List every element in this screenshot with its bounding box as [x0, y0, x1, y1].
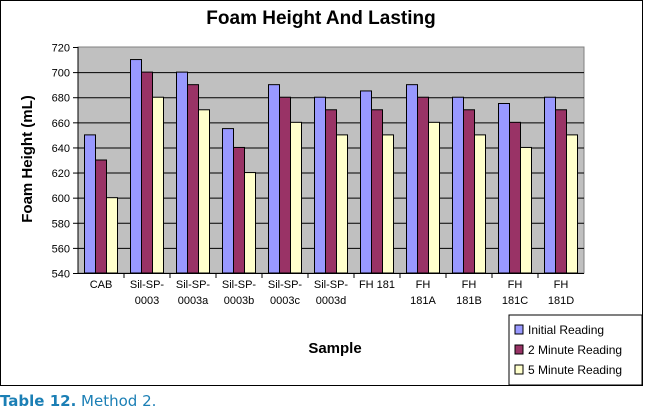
bar [371, 109, 383, 274]
x-tick-label: 181B [456, 295, 482, 307]
bar-chart: Foam Height And Lasting Foam Height (mL)… [19, 8, 642, 385]
bar [555, 109, 567, 274]
plot-area: 540 560 580 600 620 640 660 680 700 720 CAB Sil-SP-… [52, 43, 585, 307]
bar [222, 128, 234, 274]
bar [95, 159, 107, 274]
legend-label: 5 Minute Reading [528, 363, 622, 377]
chart-frame: Foam Height And Lasting Foam Height (mL)… [0, 0, 643, 386]
legend-label: Initial Reading [528, 323, 604, 337]
bar [417, 96, 429, 274]
y-tick-label: 640 [52, 143, 70, 155]
bar [290, 121, 302, 274]
x-tick-label: 181D [548, 295, 574, 307]
x-tick-label: 0003 [135, 295, 159, 307]
chart-title: Foam Height And Lasting [206, 8, 435, 29]
legend-swatch [514, 364, 524, 375]
y-axis-label: Foam Height (mL) [19, 95, 36, 223]
bar [152, 96, 164, 274]
x-tick-label: Sil-SP- [176, 279, 211, 291]
x-tick-label: 0003d [316, 295, 347, 307]
bar [198, 109, 210, 274]
y-tick-label: 680 [52, 93, 70, 105]
legend-swatch [514, 344, 524, 355]
x-axis-label: Sample [308, 340, 361, 357]
bar [452, 96, 464, 274]
y-tick-label: 580 [52, 218, 70, 230]
caption-text: Method 2. [76, 392, 157, 410]
x-tick-label: 181A [410, 295, 436, 307]
x-tick-label: FH [508, 279, 523, 291]
bar [406, 84, 418, 274]
legend-box [508, 314, 642, 385]
x-tick-label: 181C [502, 295, 528, 307]
bar [360, 90, 372, 274]
y-tick-label: 560 [52, 243, 70, 255]
bar [233, 146, 245, 274]
x-tick-label: FH [462, 279, 477, 291]
x-tick-label: FH [554, 279, 569, 291]
bar [106, 197, 118, 274]
bar [130, 59, 142, 274]
bar [566, 134, 578, 274]
x-tick-label: FH 181 [359, 279, 395, 291]
bar [498, 103, 510, 274]
bar [544, 96, 556, 274]
legend: Initial Reading 2 Minute Reading 5 Minute … [508, 314, 642, 385]
bar [382, 134, 394, 274]
legend-swatch [514, 324, 524, 335]
y-tick-label: 700 [52, 68, 70, 80]
x-tick-label: Sil-SP- [222, 279, 257, 291]
x-tick-label: FH [416, 279, 431, 291]
bar [279, 96, 291, 274]
bar [84, 134, 96, 274]
bar [463, 109, 475, 274]
y-tick-label: 600 [52, 193, 70, 205]
legend-label: 2 Minute Reading [528, 343, 622, 357]
table-caption: Table 12. Method 2. [0, 392, 156, 410]
x-tick-label: Sil-SP- [314, 279, 349, 291]
x-tick-label: 0003b [224, 295, 255, 307]
bar [520, 146, 532, 274]
x-tick-label: Sil-SP- [130, 279, 165, 291]
x-tick-label: 0003a [178, 295, 209, 307]
x-tick-label: 0003c [270, 295, 300, 307]
bar [474, 134, 486, 274]
bar [325, 109, 337, 274]
bar [141, 71, 153, 274]
bar [187, 84, 199, 274]
bar [509, 121, 521, 274]
bar [176, 71, 188, 274]
y-tick-label: 720 [52, 43, 70, 55]
y-tick-label: 540 [52, 269, 70, 281]
x-tick-label: Sil-SP- [268, 279, 303, 291]
bar [428, 121, 440, 274]
bar [268, 84, 280, 274]
bar [244, 172, 256, 274]
x-tick-label: CAB [90, 279, 113, 291]
y-tick-label: 660 [52, 118, 70, 130]
caption-label: Table 12. [0, 392, 77, 410]
bar [336, 134, 348, 274]
y-tick-label: 620 [52, 168, 70, 180]
bar [314, 96, 326, 274]
